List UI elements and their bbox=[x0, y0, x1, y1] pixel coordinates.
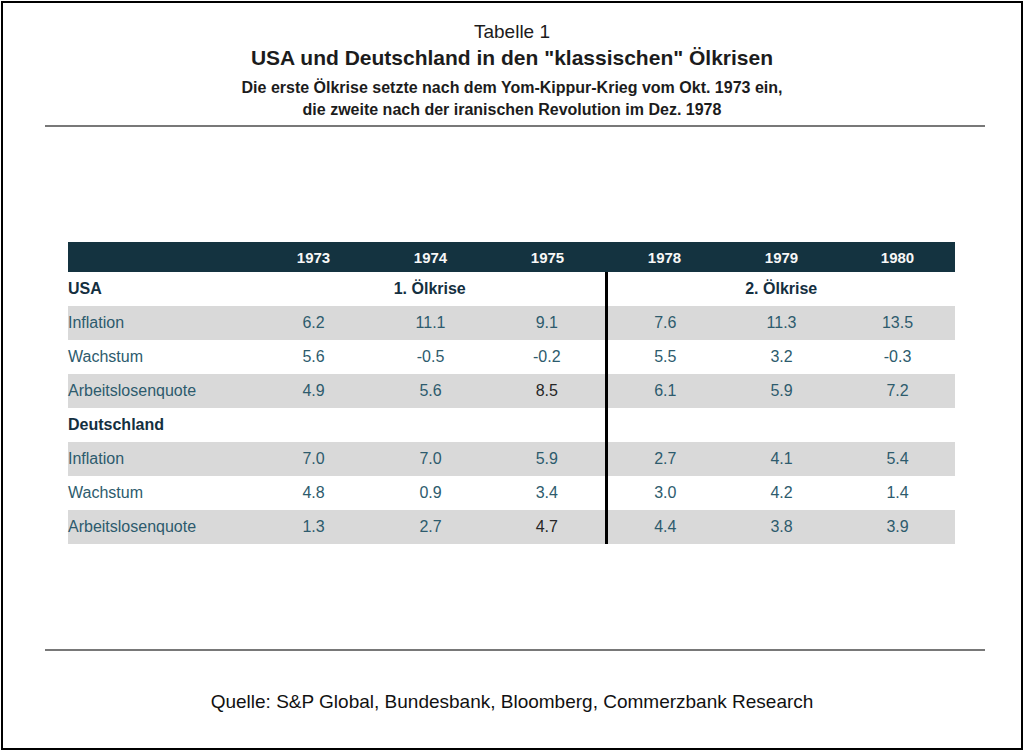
year-header-row: 1973 1974 1975 1978 1979 1980 bbox=[68, 242, 955, 272]
header-year-1979: 1979 bbox=[723, 242, 840, 272]
cell-value: -0.2 bbox=[489, 340, 606, 374]
cell-value: 4.7 bbox=[489, 510, 606, 544]
header-year-1980: 1980 bbox=[840, 242, 955, 272]
cell-value: 2.7 bbox=[606, 442, 723, 476]
cell-value: -0.5 bbox=[372, 340, 489, 374]
table-row-usa-wachstum: Wachstum 5.6 -0.5 -0.2 5.5 3.2 -0.3 bbox=[68, 340, 955, 374]
row-label: Wachstum bbox=[68, 340, 255, 374]
table-number-label: Tabelle 1 bbox=[0, 21, 1024, 43]
cell-value: 9.1 bbox=[489, 306, 606, 340]
table-row-de-arbeitslosenquote: Arbeitslosenquote 1.3 2.7 4.7 4.4 3.8 3.… bbox=[68, 510, 955, 544]
spacer-cell bbox=[606, 408, 955, 442]
table-row-de-inflation: Inflation 7.0 7.0 5.9 2.7 4.1 5.4 bbox=[68, 442, 955, 476]
cell-value: 5.5 bbox=[606, 340, 723, 374]
header-year-1978: 1978 bbox=[606, 242, 723, 272]
cell-value: 4.1 bbox=[723, 442, 840, 476]
row-label: Inflation bbox=[68, 442, 255, 476]
cell-value: 5.9 bbox=[723, 374, 840, 408]
header-year-1974: 1974 bbox=[372, 242, 489, 272]
cell-value: 4.2 bbox=[723, 476, 840, 510]
cell-value: 5.6 bbox=[372, 374, 489, 408]
table-row-de-wachstum: Wachstum 4.8 0.9 3.4 3.0 4.2 1.4 bbox=[68, 476, 955, 510]
section-label-usa: USA bbox=[68, 272, 255, 306]
section-row-deutschland: Deutschland bbox=[68, 408, 955, 442]
cell-value: 13.5 bbox=[840, 306, 955, 340]
section-label-deutschland: Deutschland bbox=[68, 408, 255, 442]
cell-value: 6.1 bbox=[606, 374, 723, 408]
oil-crisis-data-table: 1973 1974 1975 1978 1979 1980 USA 1. Ölk… bbox=[68, 242, 955, 544]
header-year-1975: 1975 bbox=[489, 242, 606, 272]
cell-value: 11.3 bbox=[723, 306, 840, 340]
cell-value: 3.0 bbox=[606, 476, 723, 510]
row-label: Wachstum bbox=[68, 476, 255, 510]
crisis-label-first: 1. Ölkrise bbox=[255, 272, 606, 306]
source-attribution: Quelle: S&P Global, Bundesbank, Bloomber… bbox=[0, 691, 1024, 713]
subtitle-line-1: Die erste Ölkrise setzte nach dem Yom-Ki… bbox=[0, 79, 1024, 97]
header-year-1973: 1973 bbox=[255, 242, 372, 272]
cell-value: 1.3 bbox=[255, 510, 372, 544]
subtitle-line-2: die zweite nach der iranischen Revolutio… bbox=[0, 101, 1024, 119]
table-row-usa-arbeitslosenquote: Arbeitslosenquote 4.9 5.6 8.5 6.1 5.9 7.… bbox=[68, 374, 955, 408]
cell-value: 4.8 bbox=[255, 476, 372, 510]
cell-value: 5.9 bbox=[489, 442, 606, 476]
cell-value: 5.6 bbox=[255, 340, 372, 374]
cell-value: 8.5 bbox=[489, 374, 606, 408]
cell-value: 2.7 bbox=[372, 510, 489, 544]
cell-value: 6.2 bbox=[255, 306, 372, 340]
cell-value: -0.3 bbox=[840, 340, 955, 374]
cell-value: 7.2 bbox=[840, 374, 955, 408]
cell-value: 3.2 bbox=[723, 340, 840, 374]
cell-value: 0.9 bbox=[372, 476, 489, 510]
cell-value: 7.0 bbox=[255, 442, 372, 476]
cell-value: 4.9 bbox=[255, 374, 372, 408]
cell-value: 11.1 bbox=[372, 306, 489, 340]
cell-value: 1.4 bbox=[840, 476, 955, 510]
spacer-cell bbox=[255, 408, 606, 442]
crisis-label-second: 2. Ölkrise bbox=[606, 272, 955, 306]
table-row-usa-inflation: Inflation 6.2 11.1 9.1 7.6 11.3 13.5 bbox=[68, 306, 955, 340]
top-divider-rule bbox=[45, 125, 985, 127]
cell-value: 4.4 bbox=[606, 510, 723, 544]
cell-value: 5.4 bbox=[840, 442, 955, 476]
cell-value: 3.4 bbox=[489, 476, 606, 510]
row-label: Arbeitslosenquote bbox=[68, 374, 255, 408]
bottom-divider-rule bbox=[45, 649, 985, 651]
page-title: USA und Deutschland in den "klassischen"… bbox=[0, 46, 1024, 70]
row-label: Arbeitslosenquote bbox=[68, 510, 255, 544]
cell-value: 3.8 bbox=[723, 510, 840, 544]
cell-value: 7.6 bbox=[606, 306, 723, 340]
cell-value: 3.9 bbox=[840, 510, 955, 544]
section-row-usa: USA 1. Ölkrise 2. Ölkrise bbox=[68, 272, 955, 306]
row-label: Inflation bbox=[68, 306, 255, 340]
header-empty-cell bbox=[68, 242, 255, 272]
cell-value: 7.0 bbox=[372, 442, 489, 476]
